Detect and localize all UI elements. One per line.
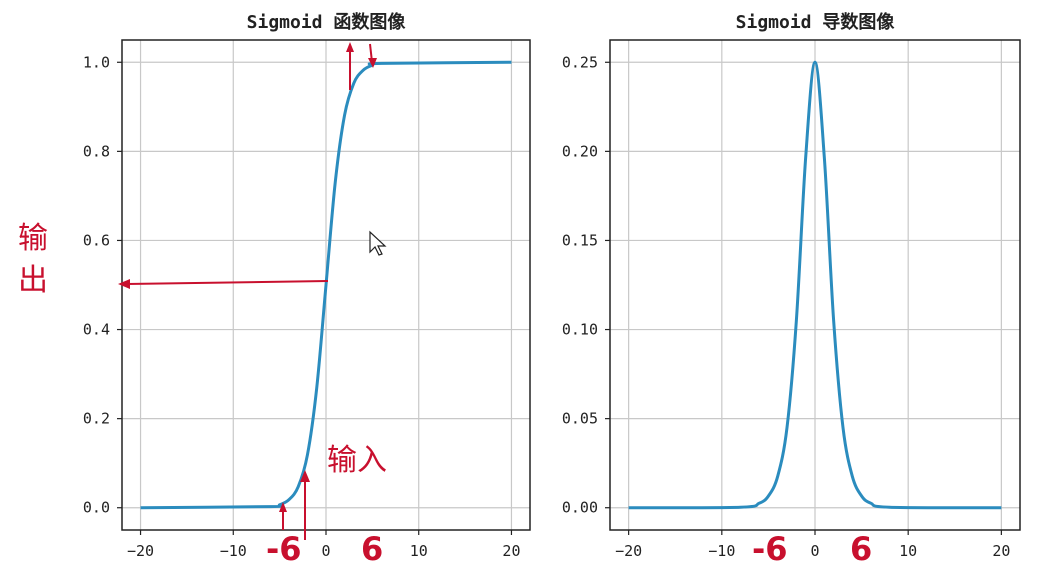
- annotation-input-label: 输入: [327, 443, 387, 478]
- x-tick-label: 10: [899, 542, 917, 560]
- x-tick-label: 20: [502, 542, 520, 560]
- y-tick-label: 0.0: [83, 499, 110, 517]
- top-up-arrow: [346, 42, 354, 90]
- series-line-sigmoid: [140, 60, 512, 510]
- x-tick-label: 20: [992, 542, 1010, 560]
- output-arrow: [118, 279, 329, 289]
- y-tick-label: 0.10: [562, 321, 598, 339]
- annotation-output-label-2: 出: [18, 263, 48, 298]
- tick-labels-left: −20 −10 0 10 20 0.0 0.2 0.4 0.6 0.8 1.0: [83, 53, 521, 560]
- annotations-right: -6 6: [752, 530, 872, 565]
- y-tick-label: 0.15: [562, 231, 598, 249]
- annotations-left: 输 出 输入 -6 6: [18, 42, 387, 565]
- annotation-pos-six-right: 6: [850, 530, 872, 565]
- x-tick-label: 10: [410, 542, 428, 560]
- y-tick-label: 0.20: [562, 142, 598, 160]
- annotation-neg-six-left: -6: [266, 530, 302, 565]
- x-tick-label: −20: [615, 542, 642, 560]
- annotation-neg-six-right: -6: [752, 530, 788, 565]
- y-tick-label: 0.6: [83, 231, 110, 249]
- y-tick-label: 0.00: [562, 499, 598, 517]
- series-line-derivative: [628, 60, 1002, 510]
- x-tick-label: −20: [127, 542, 154, 560]
- annotation-output-label-1: 输: [18, 221, 48, 256]
- tick-labels-right: −20 −10 0 10 20 0.00 0.05 0.10 0.15 0.20 0.25: [562, 53, 1011, 560]
- y-tick-label: 0.05: [562, 410, 598, 428]
- grid-right: [610, 40, 1020, 530]
- y-tick-label: 0.4: [83, 321, 110, 339]
- mouse-cursor-icon: [369, 230, 387, 256]
- input-arrow: [300, 470, 310, 540]
- y-tick-label: 0.2: [83, 410, 110, 428]
- annotation-pos-six-left: 6: [361, 530, 383, 565]
- top-down-arrow: [368, 43, 377, 68]
- chart-title-derivative: Sigmoid 导数图像: [736, 11, 896, 33]
- y-tick-label: 1.0: [83, 53, 110, 71]
- x-tick-label: 0: [810, 542, 819, 560]
- y-tick-label: 0.8: [83, 142, 110, 160]
- x-tick-label: −10: [708, 542, 735, 560]
- neg-six-arrow: [279, 502, 287, 530]
- sigmoid-chart: Sigmoid 函数图像 −20 −10 0 10 20 0.0 0.2 0.4 0.6 0.8 1…: [18, 11, 531, 565]
- sigmoid-derivative-chart: Sigmoid 导数图像 −20 −10 0 10 20 0.00 0.05 0.10 0.15…: [562, 11, 1021, 565]
- x-tick-label: −10: [220, 542, 247, 560]
- y-tick-label: 0.25: [562, 53, 598, 71]
- x-tick-label: 0: [321, 542, 330, 560]
- chart-title-sigmoid: Sigmoid 函数图像: [247, 11, 407, 33]
